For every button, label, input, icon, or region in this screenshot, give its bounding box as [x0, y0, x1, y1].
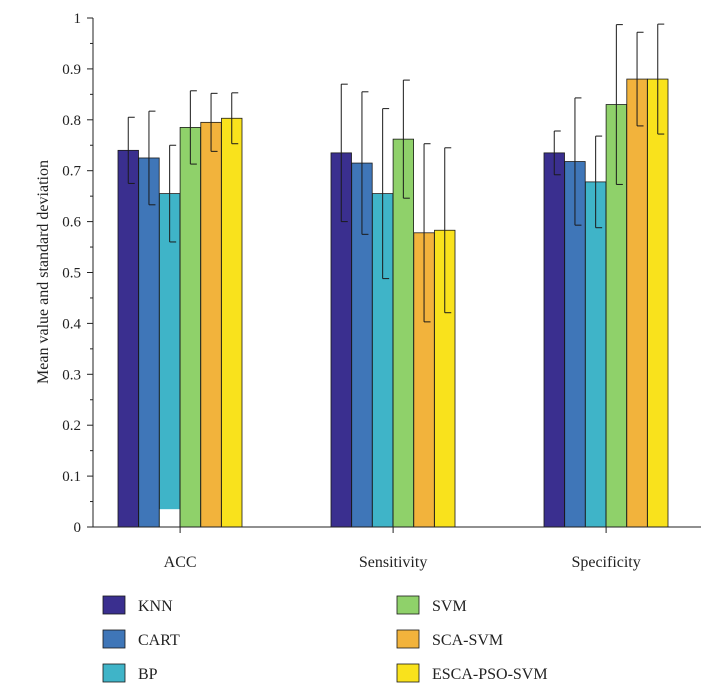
bar-cart-acc: [138, 157, 160, 528]
legend-swatch: [396, 663, 420, 683]
x-tick-label: Sensitivity: [359, 554, 427, 571]
bar-knn-specificity: [543, 152, 565, 528]
legend-label: SCA-SVM: [432, 632, 503, 649]
y-tick-label: 1: [74, 11, 82, 27]
legend-label: CART: [138, 632, 180, 649]
legend-item-cart: CART: [102, 629, 180, 649]
error-bar-bp-sensitivity: [382, 108, 390, 280]
error-bar-bp-specificity: [595, 135, 603, 229]
y-tick-label: 0: [74, 520, 82, 536]
legend-label: BP: [138, 666, 158, 683]
bars-group: [117, 78, 669, 528]
legend-swatch: [102, 629, 126, 649]
error-bar-knn-sensitivity: [340, 83, 348, 223]
error-bar-sca-svm-sensitivity: [423, 143, 431, 323]
bar-sca-svm-acc: [200, 121, 222, 528]
x-tick-label: ACC: [164, 554, 197, 571]
error-bar-cart-acc: [148, 110, 156, 206]
y-tick-label: 0.5: [62, 266, 81, 282]
legend-item-knn: KNN: [102, 595, 173, 615]
y-tick-label: 0.2: [62, 418, 81, 434]
bar-esca-pso-svm-acc: [221, 117, 243, 528]
bar-svm-acc: [179, 127, 202, 528]
error-bar-sca-svm-acc: [210, 92, 218, 152]
error-bar-bp-acc: [169, 144, 177, 243]
error-bar-svm-sensitivity: [402, 79, 410, 199]
legend-swatch: [102, 663, 126, 683]
legend-item-bp: BP: [102, 663, 158, 683]
y-tick-label: 0.7: [62, 164, 81, 180]
y-tick-label: 0.8: [62, 113, 81, 129]
y-tick-label: 0.4: [62, 316, 81, 332]
error-bar-esca-pso-svm-sensitivity: [444, 147, 452, 314]
legend: KNN CART BP SVM SCA-SVM ESCA-PSO-SVM: [102, 595, 548, 683]
y-tick-label: 0.3: [62, 367, 81, 383]
y-tick-label: 0.1: [62, 469, 81, 485]
bar-knn-acc: [117, 149, 139, 528]
axes-group: 0 0.1 0.2 0.3 0.4 0.5 0.6 0.7 0.8 0.9 1 ACC Sensitiv…: [62, 11, 701, 571]
legend-label: SVM: [432, 598, 467, 615]
bar-bp-acc: [158, 193, 181, 528]
legend-swatch: [396, 629, 420, 649]
error-bar-cart-sensitivity: [361, 91, 369, 235]
legend-label: KNN: [138, 598, 173, 615]
x-tick-label: Specificity: [571, 554, 640, 571]
legend-label: ESCA-PSO-SVM: [432, 666, 548, 683]
legend-item-sca-svm: SCA-SVM: [396, 629, 503, 649]
y-tick-label: 0.6: [62, 215, 81, 231]
error-bar-knn-specificity: [553, 130, 561, 176]
error-bar-knn-acc: [127, 116, 135, 184]
error-bar-svm-acc: [189, 90, 197, 165]
error-bar-sca-svm-specificity: [636, 31, 644, 127]
legend-swatch: [102, 595, 126, 615]
error-bar-svm-specificity: [615, 24, 623, 185]
legend-item-esca-pso-svm: ESCA-PSO-SVM: [396, 663, 548, 683]
bar-esca-pso-svm-specificity: [647, 78, 669, 528]
bar-bp-specificity: [585, 181, 607, 528]
error-bar-esca-pso-svm-specificity: [657, 23, 665, 135]
bar-base-segment: [159, 509, 180, 527]
legend-swatch: [396, 595, 420, 615]
y-tick-label: 0.9: [62, 62, 81, 78]
bar-sca-svm-specificity: [626, 78, 648, 528]
error-bar-cart-specificity: [574, 97, 582, 226]
error-bar-esca-pso-svm-acc: [231, 92, 239, 145]
y-axis-label: Mean value and standard deviation: [35, 160, 52, 384]
legend-item-svm: SVM: [396, 595, 467, 615]
error-bars-group: [127, 23, 665, 323]
